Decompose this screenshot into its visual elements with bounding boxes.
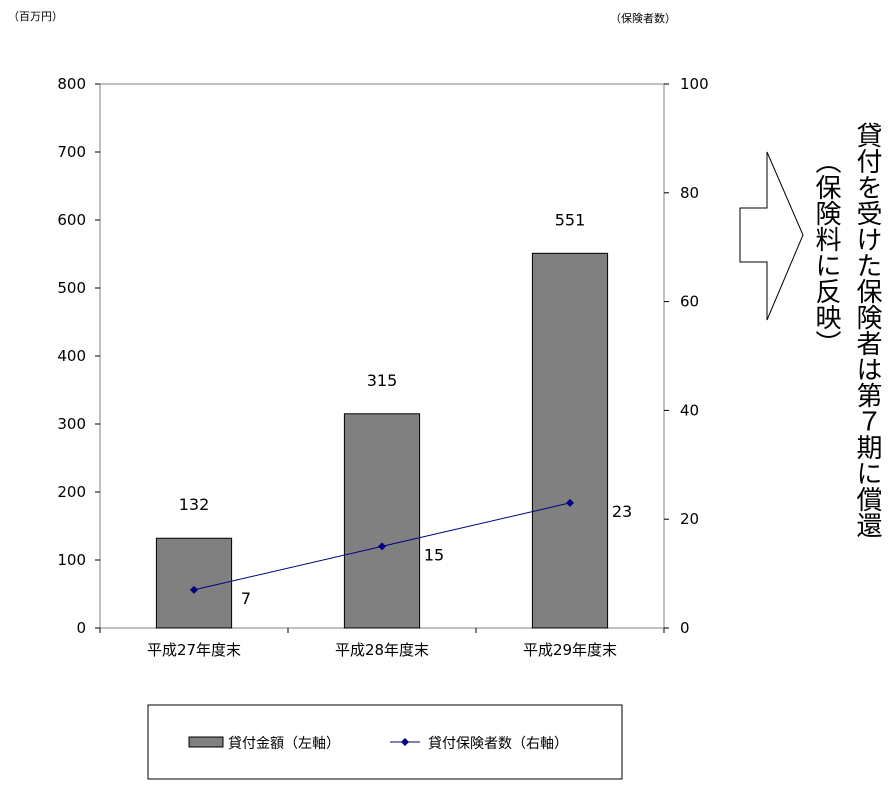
right-tick-label: 80 — [680, 184, 699, 202]
legend-line-label: 貸付保険者数（右軸） — [428, 736, 568, 752]
line-point-marker — [190, 585, 198, 594]
legend-bar-label: 貸付金額（左軸） — [228, 736, 340, 752]
x-tick-label: 平成27年度末 — [147, 641, 241, 659]
left-tick-label: 300 — [57, 415, 86, 433]
right-axis-unit: （保険者数） — [610, 11, 676, 25]
bar — [155, 537, 233, 629]
legend-box — [147, 704, 623, 780]
right-tick-label: 20 — [680, 510, 699, 528]
left-tick-label: 400 — [57, 347, 86, 365]
line-point-marker — [566, 498, 574, 507]
line-point-marker — [378, 542, 386, 551]
right-tick-label: 40 — [680, 401, 699, 419]
right-arrow-icon — [739, 151, 804, 321]
line-value-label: 7 — [241, 589, 251, 608]
line-value-label: 15 — [424, 545, 444, 564]
legend-bar-swatch — [188, 736, 224, 748]
legend-line-marker — [401, 738, 409, 746]
bar — [343, 413, 421, 629]
x-tick-label: 平成29年度末 — [523, 641, 617, 659]
left-tick-label: 500 — [57, 279, 86, 297]
left-axis-unit: （百万円） — [8, 10, 63, 23]
right-tick-label: 100 — [680, 75, 709, 93]
right-tick-label: 0 — [680, 619, 690, 637]
bar-value-label: 315 — [367, 371, 398, 390]
x-tick-label: 平成28年度末 — [335, 641, 429, 659]
annotation-sub-text: （保険料に反映） — [811, 148, 841, 356]
line-value-label: 23 — [612, 502, 632, 521]
left-tick-label: 700 — [57, 143, 86, 161]
bar-value-label: 551 — [555, 210, 586, 229]
left-tick-label: 800 — [57, 75, 86, 93]
left-tick-label: 100 — [57, 551, 86, 569]
left-tick-label: 600 — [57, 211, 86, 229]
bar — [531, 252, 609, 629]
annotation-main-text: 貸付を受けた保険者は第７期に償還 — [852, 122, 882, 538]
bar-value-label: 132 — [179, 495, 210, 514]
left-tick-label: 0 — [76, 619, 86, 637]
left-tick-label: 200 — [57, 483, 86, 501]
right-tick-label: 60 — [680, 293, 699, 311]
